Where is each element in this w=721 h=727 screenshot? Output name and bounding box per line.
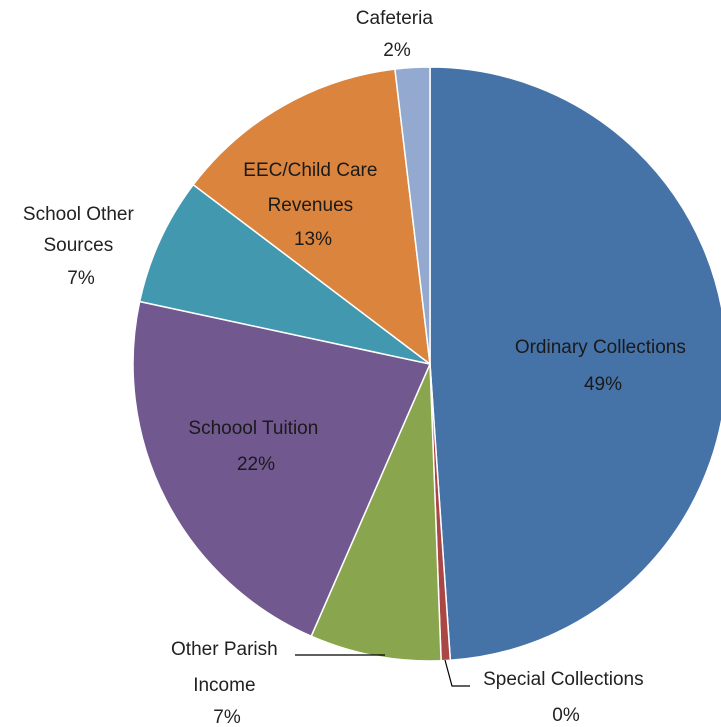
slice-label-other-parish-income-line2: Income — [193, 675, 255, 696]
slice-label-other-parish-income: Other Parish Income 7% — [171, 639, 283, 727]
slice-label-ordinary-collections: Ordinary Collections 49% — [515, 337, 691, 395]
slice-label-other-parish-income-line1: Other Parish — [171, 639, 278, 660]
slice-label-eec-child-care-revenues-line2: Revenues — [268, 195, 354, 216]
slice-label-cafeteria-line1: Cafeteria — [356, 8, 434, 29]
slice-label-special-collections-line1: Special Collections — [483, 669, 644, 690]
slice-label-special-collections: Special Collections 0% — [483, 669, 649, 726]
pie-slices — [132, 66, 721, 662]
slice-label-cafeteria: Cafeteria 2% — [356, 8, 438, 61]
slice-label-eec-child-care-revenues-line1: EEC/Child Care — [243, 160, 377, 181]
leader-line-special-collections — [444, 659, 470, 687]
pie-slice-schoool-tuition — [132, 300, 432, 638]
slice-label-schoool-tuition-line1: Schoool Tuition — [188, 418, 318, 439]
slice-label-school-other-sources-line1: School Other — [23, 204, 135, 225]
slice-percent-school-other-sources: 7% — [67, 268, 95, 289]
slice-label-ordinary-collections-line1: Ordinary Collections — [515, 337, 686, 358]
slice-label-school-other-sources-line2: Sources — [44, 235, 114, 256]
slice-label-eec-child-care-revenues: EEC/Child Care Revenues 13% — [243, 160, 382, 250]
pie-slice-other-parish-income — [310, 363, 442, 662]
slice-percent-cafeteria: 2% — [383, 40, 411, 61]
slice-label-schoool-tuition: Schoool Tuition 22% — [188, 418, 323, 475]
leader-lines — [295, 654, 470, 687]
pie-slice-eec-child-care-revenues — [192, 68, 431, 366]
slice-percent-ordinary-collections: 49% — [584, 374, 622, 395]
slice-label-school-other-sources: School Other Sources 7% — [23, 204, 139, 289]
slice-percent-schoool-tuition: 22% — [237, 454, 275, 475]
pie-slice-ordinary-collections — [429, 66, 721, 662]
slice-percent-special-collections: 0% — [552, 705, 580, 726]
slice-percent-eec-child-care-revenues: 13% — [294, 229, 332, 250]
pie-slice-school-other-sources — [138, 183, 431, 365]
pie-slice-cafeteria — [394, 66, 431, 365]
slice-percent-other-parish-income: 7% — [213, 707, 241, 727]
